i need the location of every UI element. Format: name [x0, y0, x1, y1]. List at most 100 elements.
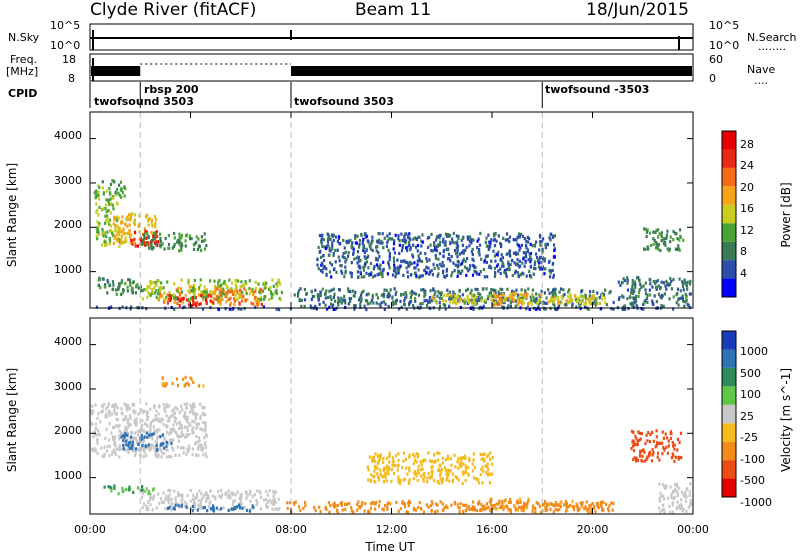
- power-cell: [415, 274, 418, 278]
- velocity-cell: [676, 493, 679, 497]
- power-cell: [131, 242, 134, 246]
- velocity-cell: [688, 490, 691, 494]
- power-cell: [477, 292, 480, 296]
- velocity-cell: [164, 439, 167, 443]
- velocity-cell: [659, 441, 662, 445]
- power-cell: [540, 240, 544, 244]
- power-cell: [449, 300, 452, 304]
- power-cell: [138, 214, 141, 218]
- velocity-cell: [263, 498, 266, 502]
- power-cell: [538, 240, 542, 244]
- power-cell: [686, 302, 689, 306]
- velocity-cell: [383, 474, 386, 478]
- velocity-cell: [105, 449, 108, 453]
- velocity-cell: [399, 507, 402, 511]
- power-cell: [451, 301, 455, 305]
- power-cell: [327, 233, 330, 237]
- power-cell: [138, 237, 141, 242]
- power-cell: [394, 233, 397, 237]
- velocity-cell: [412, 477, 415, 481]
- power-cell: [153, 241, 157, 245]
- power-cell: [574, 294, 577, 298]
- velocity-ytick: 2000: [54, 424, 82, 437]
- power-cell: [105, 234, 108, 238]
- power-cell: [116, 202, 119, 206]
- velocity-cell: [206, 494, 209, 498]
- power-cell: [397, 234, 400, 238]
- velocity-cell: [162, 491, 165, 495]
- power-cell: [154, 283, 157, 287]
- velocity-cell: [658, 499, 662, 503]
- power-cell: [224, 294, 227, 299]
- velocity-cell: [120, 447, 123, 451]
- power-cell: [179, 287, 182, 291]
- power-cell: [108, 242, 111, 246]
- velocity-cell: [556, 503, 560, 507]
- velocity-cell: [371, 500, 374, 504]
- velocity-cell: [172, 506, 175, 511]
- power-cell: [340, 296, 343, 300]
- power-cell: [551, 235, 555, 239]
- power-cell: [543, 257, 547, 261]
- velocity-cell: [681, 509, 684, 513]
- velocity-cell: [500, 505, 503, 509]
- power-cell: [514, 304, 517, 308]
- velocity-cell: [491, 504, 494, 508]
- velocity-cell: [406, 472, 409, 476]
- velocity-cell: [167, 488, 170, 492]
- power-cell: [257, 282, 260, 286]
- velocity-cell: [446, 470, 449, 474]
- power-cell: [347, 251, 350, 255]
- power-cell: [525, 255, 528, 259]
- velocity-cell: [669, 432, 672, 436]
- velocity-cell: [329, 504, 332, 508]
- power-cell: [219, 302, 222, 306]
- power-cell: [538, 307, 541, 311]
- velocity-cell: [124, 432, 127, 436]
- velocity-cell: [171, 413, 175, 417]
- power-cell: [524, 243, 528, 247]
- power-cell: [142, 238, 145, 242]
- velocity-cell: [341, 508, 344, 512]
- power-cell: [392, 256, 395, 260]
- power-cell: [177, 286, 180, 290]
- power-cell: [408, 236, 411, 240]
- power-cell: [508, 235, 512, 239]
- power-cell: [456, 274, 459, 278]
- power-cell: [317, 296, 320, 300]
- power-cell: [392, 269, 396, 273]
- power-cell: [214, 289, 217, 293]
- velocity-cell: [172, 408, 176, 412]
- power-cell: [455, 302, 458, 306]
- velocity-cell: [234, 493, 237, 497]
- velocity-cell: [195, 422, 198, 426]
- velocity-cell: [464, 464, 467, 468]
- power-cell: [432, 262, 435, 267]
- velocity-cell: [503, 505, 506, 509]
- velocity-cell: [656, 451, 660, 455]
- velocity-cell: [141, 419, 144, 423]
- velocity-cell: [95, 433, 98, 437]
- velocity-cell: [386, 456, 389, 460]
- power-cell: [480, 296, 484, 300]
- power-cell: [549, 271, 552, 275]
- power-cell: [163, 298, 166, 302]
- power-cell: [363, 250, 367, 254]
- power-cell: [445, 299, 448, 303]
- power-cell: [404, 296, 407, 300]
- velocity-cell: [527, 499, 530, 503]
- power-cell: [277, 278, 280, 282]
- velocity-cell: [481, 465, 484, 469]
- velocity-cell: [662, 503, 665, 507]
- power-cell: [335, 270, 338, 274]
- velocity-cell: [271, 499, 274, 503]
- velocity-cell: [377, 478, 381, 482]
- power-cell: [532, 295, 535, 299]
- power-cell: [637, 290, 641, 295]
- velocity-cell: [197, 422, 201, 426]
- velocity-cell: [670, 492, 673, 497]
- velocity-cell: [245, 491, 248, 495]
- power-cell: [426, 304, 429, 308]
- velocity-cell: [611, 508, 614, 512]
- power-cell: [323, 266, 326, 270]
